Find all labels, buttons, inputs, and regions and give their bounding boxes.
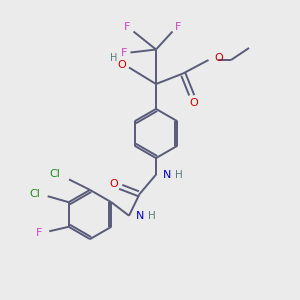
Text: H: H — [110, 53, 117, 63]
Text: H: H — [175, 169, 182, 180]
Text: N: N — [136, 211, 144, 221]
Text: O: O — [189, 98, 198, 108]
Text: N: N — [163, 169, 171, 180]
Text: F: F — [124, 22, 130, 32]
Text: O: O — [118, 59, 127, 70]
Text: O: O — [109, 178, 118, 189]
Text: H: H — [148, 211, 155, 221]
Text: F: F — [175, 22, 182, 32]
Text: F: F — [36, 228, 42, 239]
Text: O: O — [214, 53, 223, 64]
Text: F: F — [121, 47, 127, 58]
Text: Cl: Cl — [29, 189, 40, 199]
Text: Cl: Cl — [49, 169, 60, 179]
